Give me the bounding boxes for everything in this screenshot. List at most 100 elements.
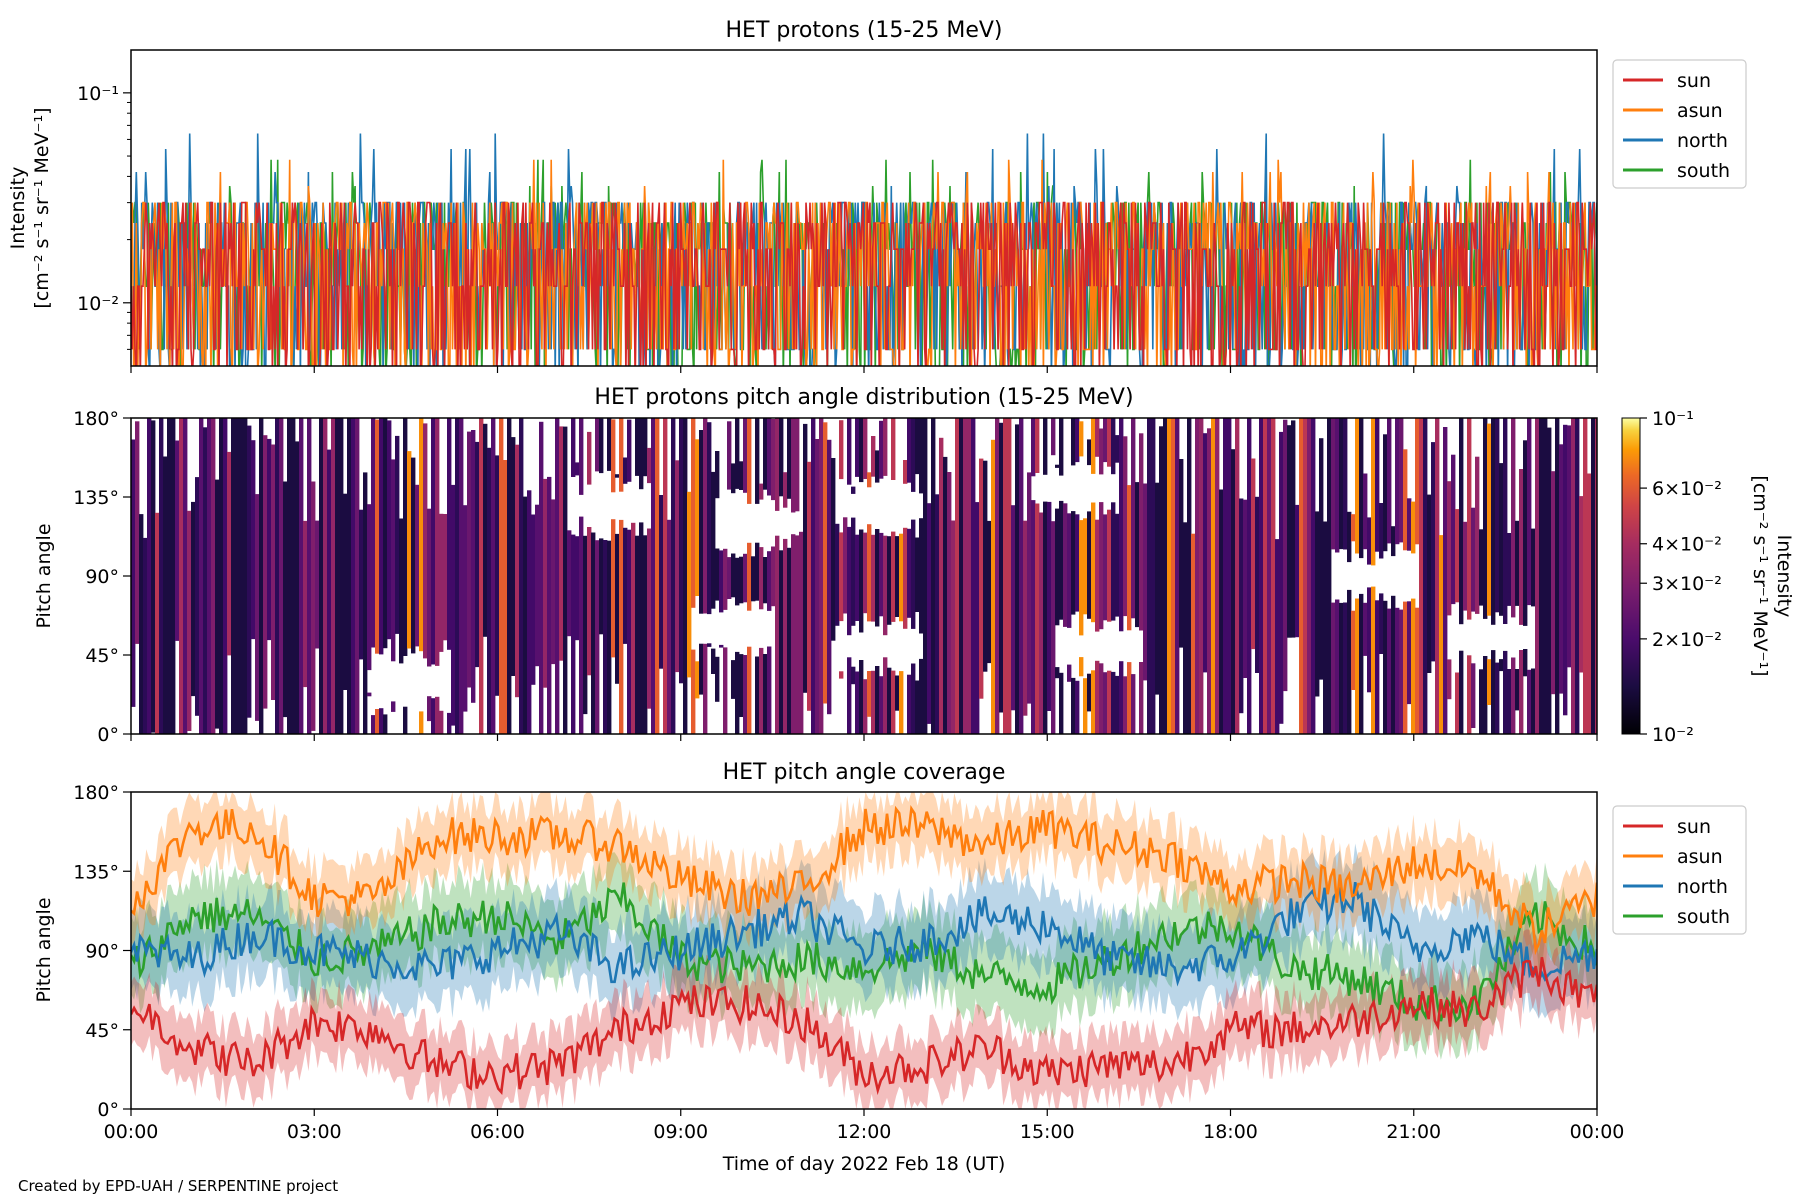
heatmap-cell xyxy=(751,556,756,602)
heatmap-cell xyxy=(883,418,888,476)
panel1-series xyxy=(131,133,1597,366)
heatmap-cell xyxy=(151,420,156,733)
heatmap-cell xyxy=(779,550,784,734)
heatmap-cell xyxy=(1035,503,1040,734)
heatmap-cell xyxy=(275,418,280,734)
heatmap-cell xyxy=(419,711,424,734)
heatmap-cell xyxy=(855,534,860,621)
heatmap-cell xyxy=(1215,418,1220,734)
heatmap-cell xyxy=(487,447,492,734)
heatmap-cell xyxy=(859,529,864,633)
heatmap-cell xyxy=(1499,659,1504,672)
panel1-ylabel-line2: [cm⁻² s⁻¹ sr⁻¹ MeV⁻¹] xyxy=(31,107,53,308)
colorbar-label-line1: Intensity xyxy=(1773,535,1795,618)
heatmap-cell xyxy=(295,441,300,734)
heatmap-cell xyxy=(911,519,916,629)
heatmap-cell xyxy=(187,510,192,731)
heatmap-cell xyxy=(455,418,460,734)
heatmap-cell xyxy=(723,548,728,610)
heatmap-cell xyxy=(823,422,828,704)
heatmap-cell xyxy=(263,435,268,709)
heatmap-cell xyxy=(891,531,896,622)
heatmap-cell xyxy=(707,643,712,647)
heatmap-cell xyxy=(847,526,852,636)
heatmap-cell xyxy=(247,425,252,718)
heatmap-cell xyxy=(879,676,884,734)
heatmap-cell xyxy=(183,418,188,734)
heatmap-cell xyxy=(479,418,484,734)
heatmap-cell xyxy=(1019,418,1024,734)
heatmap-cell xyxy=(811,418,816,734)
heatmap-cell xyxy=(671,418,676,734)
heatmap-cell xyxy=(1259,418,1264,734)
heatmap-cell xyxy=(1487,423,1492,616)
heatmap-cell xyxy=(1467,655,1472,734)
heatmap-cell xyxy=(695,661,700,699)
heatmap-cell xyxy=(595,418,600,472)
panel2-heatmap xyxy=(131,418,1597,734)
heatmap-cell xyxy=(599,418,604,474)
heatmap-cell xyxy=(543,478,548,688)
heatmap-cell xyxy=(783,472,788,508)
heatmap-cell xyxy=(383,418,388,649)
y-tick-label: 135° xyxy=(73,487,119,509)
heatmap-cell xyxy=(763,557,768,604)
heatmap-cell xyxy=(1183,522,1188,734)
heatmap-cell xyxy=(1055,667,1060,679)
heatmap-cell xyxy=(539,421,544,734)
heatmap-cell xyxy=(863,418,868,479)
heatmap-cell xyxy=(855,418,860,477)
y-tick-label: 10⁻² xyxy=(77,293,119,315)
heatmap-cell xyxy=(947,472,952,734)
heatmap-cell xyxy=(791,534,796,734)
heatmap-cell xyxy=(235,418,240,734)
heatmap-cell xyxy=(1079,520,1084,636)
heatmap-cell xyxy=(1091,670,1096,734)
heatmap-cell xyxy=(1171,418,1176,734)
heatmap-cell xyxy=(615,474,620,478)
panel1-title: HET protons (15-25 MeV) xyxy=(726,18,1003,43)
footer-credit: Created by EPD-UAH / SERPENTINE project xyxy=(18,1177,338,1195)
heatmap-cell xyxy=(579,418,584,495)
heatmap-cell xyxy=(763,654,768,734)
heatmap-cell xyxy=(1147,418,1152,734)
heatmap-cell xyxy=(1395,607,1400,734)
heatmap-cell xyxy=(1483,418,1488,619)
panel3-ylabel: Pitch angle xyxy=(33,897,55,1002)
heatmap-cell xyxy=(387,420,392,640)
heatmap-cell xyxy=(619,418,624,492)
heatmap-cell xyxy=(1267,418,1272,734)
heatmap-cell xyxy=(223,418,228,734)
heatmap-cell xyxy=(1059,672,1064,734)
heatmap-cell xyxy=(755,418,760,504)
heatmap-cell xyxy=(739,556,744,604)
heatmap-cell xyxy=(399,518,404,664)
heatmap-cell xyxy=(1195,418,1200,734)
heatmap-cell xyxy=(495,455,500,696)
heatmap-cell xyxy=(1335,418,1340,553)
heatmap-cell xyxy=(1099,428,1104,475)
heatmap-cell xyxy=(1139,433,1144,631)
heatmap-cell xyxy=(163,456,168,734)
x-tick-label: 21:00 xyxy=(1386,1121,1441,1143)
heatmap-cell xyxy=(1207,428,1212,734)
heatmap-cell xyxy=(567,530,572,637)
heatmap-cell xyxy=(639,522,644,734)
heatmap-cell xyxy=(331,418,336,734)
coverage-line-south xyxy=(131,882,1597,1023)
heatmap-cell xyxy=(1463,521,1468,611)
heatmap-cell xyxy=(1247,418,1252,734)
heatmap-cell xyxy=(1103,418,1108,463)
heatmap-cell xyxy=(1087,511,1092,619)
heatmap-cell xyxy=(1075,514,1080,612)
heatmap-cell xyxy=(1539,418,1544,734)
heatmap-cell xyxy=(1015,424,1020,734)
heatmap-cell xyxy=(1331,418,1336,550)
heatmap-cell xyxy=(743,553,748,603)
colorbar-tick-label: 3×10⁻² xyxy=(1652,573,1722,595)
heatmap-cell xyxy=(1447,659,1452,700)
heatmap-cell xyxy=(287,418,292,734)
heatmap-cell xyxy=(1167,418,1172,734)
heatmap-cell xyxy=(1387,418,1392,544)
heatmap-cell xyxy=(447,712,452,734)
